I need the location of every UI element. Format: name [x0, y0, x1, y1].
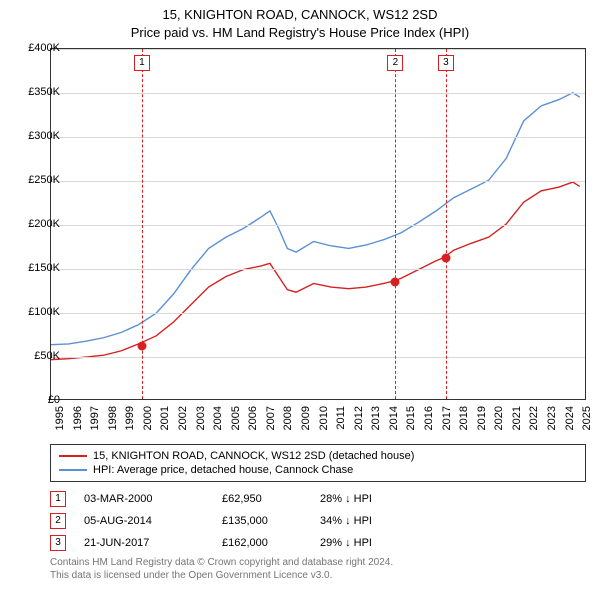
x-tick-label: 2014 — [388, 406, 400, 430]
footnote-line-1: Contains HM Land Registry data © Crown c… — [50, 556, 586, 569]
event-marker-line — [446, 49, 447, 399]
event-row: 1 03-MAR-2000 £62,950 28% ↓ HPI — [50, 488, 586, 510]
event-date: 03-MAR-2000 — [84, 493, 204, 505]
legend-swatch — [59, 469, 87, 471]
gridline — [51, 49, 585, 50]
event-row: 3 21-JUN-2017 £162,000 29% ↓ HPI — [50, 532, 586, 554]
x-tick-label: 2011 — [335, 406, 347, 430]
gridline — [51, 137, 585, 138]
plot-area: 1 2 3 — [50, 48, 586, 400]
legend: 15, KNIGHTON ROAD, CANNOCK, WS12 2SD (de… — [50, 444, 586, 482]
event-delta: 29% ↓ HPI — [320, 537, 372, 549]
x-tick-label: 2005 — [230, 406, 242, 430]
event-marker-box: 1 — [134, 55, 150, 71]
chart-container: 15, KNIGHTON ROAD, CANNOCK, WS12 2SD Pri… — [0, 0, 600, 590]
title-line-1: 15, KNIGHTON ROAD, CANNOCK, WS12 2SD — [0, 6, 600, 24]
footnote: Contains HM Land Registry data © Crown c… — [50, 556, 586, 582]
legend-item: HPI: Average price, detached house, Cann… — [59, 463, 577, 477]
x-tick-label: 1997 — [89, 406, 101, 430]
y-tick-label: £350K — [12, 86, 60, 98]
x-tick-label: 2024 — [564, 406, 576, 430]
event-number-box: 2 — [50, 513, 66, 529]
event-price: £135,000 — [222, 515, 302, 527]
x-tick-label: 2016 — [423, 406, 435, 430]
legend-label: HPI: Average price, detached house, Cann… — [93, 464, 353, 476]
legend-item: 15, KNIGHTON ROAD, CANNOCK, WS12 2SD (de… — [59, 449, 577, 463]
x-tick-label: 2000 — [142, 406, 154, 430]
y-tick-label: £300K — [12, 130, 60, 142]
title-line-2: Price paid vs. HM Land Registry's House … — [0, 24, 600, 42]
x-tick-label: 2017 — [441, 406, 453, 430]
event-date: 21-JUN-2017 — [84, 537, 204, 549]
x-tick-label: 1998 — [107, 406, 119, 430]
gridline — [51, 93, 585, 94]
event-date: 05-AUG-2014 — [84, 515, 204, 527]
event-marker-box: 2 — [387, 55, 403, 71]
event-number-box: 3 — [50, 535, 66, 551]
x-tick-label: 2022 — [528, 406, 540, 430]
event-price: £62,950 — [222, 493, 302, 505]
y-tick-label: £200K — [12, 218, 60, 230]
chart-svg — [51, 49, 585, 399]
x-tick-label: 2006 — [247, 406, 259, 430]
x-tick-label: 1996 — [72, 406, 84, 430]
x-tick-label: 2001 — [159, 406, 171, 430]
x-tick-label: 2023 — [546, 406, 558, 430]
chart-title: 15, KNIGHTON ROAD, CANNOCK, WS12 2SD Pri… — [0, 0, 600, 42]
x-tick-label: 2018 — [458, 406, 470, 430]
y-tick-label: £150K — [12, 262, 60, 274]
event-delta: 28% ↓ HPI — [320, 493, 372, 505]
gridline — [51, 269, 585, 270]
y-tick-label: £250K — [12, 174, 60, 186]
sale-point — [441, 254, 450, 263]
x-tick-label: 2008 — [282, 406, 294, 430]
x-axis-labels: 1995 1996 1997 1998 1999 2000 2001 2002 2003 2004… — [50, 402, 586, 442]
x-tick-label: 2025 — [581, 406, 593, 430]
footnote-line-2: This data is licensed under the Open Gov… — [50, 569, 586, 582]
event-price: £162,000 — [222, 537, 302, 549]
sale-point — [137, 341, 146, 350]
series-line — [51, 93, 580, 345]
x-tick-label: 2015 — [405, 406, 417, 430]
x-tick-label: 2020 — [493, 406, 505, 430]
x-tick-label: 1999 — [124, 406, 136, 430]
x-tick-label: 2013 — [370, 406, 382, 430]
y-tick-label: £50K — [12, 350, 60, 362]
event-number-box: 1 — [50, 491, 66, 507]
gridline — [51, 313, 585, 314]
series-line — [51, 182, 580, 360]
legend-swatch — [59, 455, 87, 457]
event-delta: 34% ↓ HPI — [320, 515, 372, 527]
x-tick-label: 2003 — [195, 406, 207, 430]
sale-point — [391, 278, 400, 287]
x-tick-label: 2002 — [177, 406, 189, 430]
y-tick-label: £0 — [12, 394, 60, 406]
gridline — [51, 357, 585, 358]
gridline — [51, 181, 585, 182]
x-tick-label: 2009 — [300, 406, 312, 430]
legend-label: 15, KNIGHTON ROAD, CANNOCK, WS12 2SD (de… — [93, 450, 414, 462]
x-tick-label: 2021 — [511, 406, 523, 430]
x-tick-label: 2012 — [353, 406, 365, 430]
x-tick-label: 2010 — [318, 406, 330, 430]
x-tick-label: 2019 — [476, 406, 488, 430]
x-tick-label: 2004 — [212, 406, 224, 430]
gridline — [51, 225, 585, 226]
x-tick-label: 1995 — [54, 406, 66, 430]
y-tick-label: £400K — [12, 42, 60, 54]
event-table: 1 03-MAR-2000 £62,950 28% ↓ HPI 2 05-AUG-2014… — [50, 488, 586, 554]
event-marker-box: 3 — [438, 55, 454, 71]
event-row: 2 05-AUG-2014 £135,000 34% ↓ HPI — [50, 510, 586, 532]
event-marker-line — [395, 49, 396, 399]
y-tick-label: £100K — [12, 306, 60, 318]
x-tick-label: 2007 — [265, 406, 277, 430]
